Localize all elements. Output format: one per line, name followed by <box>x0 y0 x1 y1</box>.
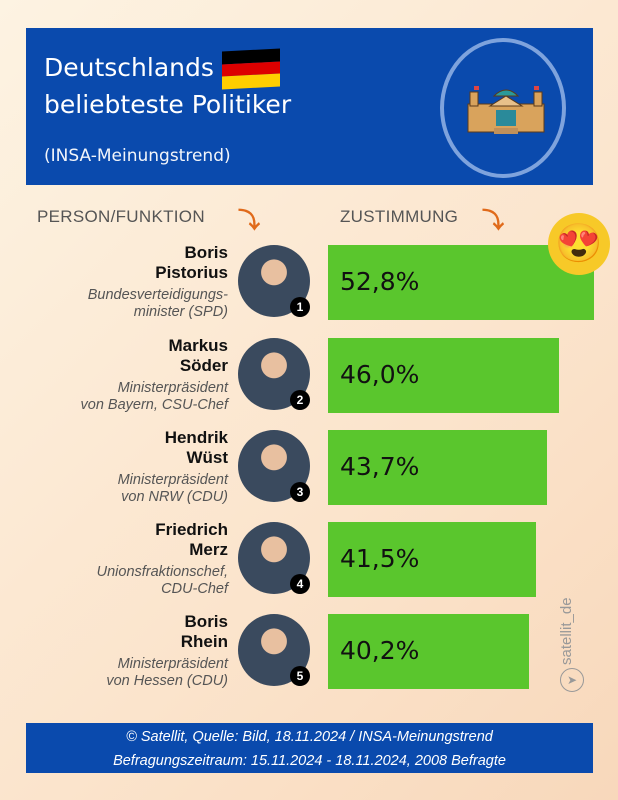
chart-row: Boris Rhein Ministerpräsident von Hessen (… <box>0 612 618 694</box>
bar-value-label: 40,2% <box>340 636 420 665</box>
politician-name: Hendrik Wüst <box>165 428 228 468</box>
politician-name: Boris Pistorius <box>155 243 228 283</box>
approval-bar: 46,0% <box>328 338 559 413</box>
last-name: Pistorius <box>155 263 228 282</box>
politician-name: Markus Söder <box>168 336 228 376</box>
reichstag-building-icon <box>467 86 545 134</box>
subtitle: (INSA-Meinungstrend) <box>44 146 231 166</box>
rank-badge: 5 <box>290 666 310 686</box>
german-flag-icon <box>221 48 280 90</box>
page-title: Deutschlands beliebteste Politiker <box>44 48 292 121</box>
curved-arrow-icon: ⤵ <box>238 208 261 233</box>
politician-name: Boris Rhein <box>181 612 228 652</box>
header-banner: Deutschlands beliebteste Politiker (INSA… <box>26 28 593 185</box>
role-line-2: CDU-Chef <box>161 581 228 597</box>
role-line-1: Ministerpräsident <box>117 656 228 672</box>
chart-row: Markus Söder Ministerpräsident von Bayern,… <box>0 336 618 418</box>
role-line-2: minister (SPD) <box>133 304 228 320</box>
politician-role: Ministerpräsident von Bayern, CSU-Chef <box>81 380 228 414</box>
approval-bar: 41,5% <box>328 522 536 597</box>
role-line-2: von NRW (CDU) <box>121 489 228 505</box>
last-name: Rhein <box>180 632 228 651</box>
rank-badge: 1 <box>290 297 310 317</box>
rank-badge: 2 <box>290 390 310 410</box>
bar-value-label: 41,5% <box>340 544 420 573</box>
rank-badge: 3 <box>290 482 310 502</box>
first-name: Boris <box>184 243 228 262</box>
role-line-1: Ministerpräsident <box>117 380 228 396</box>
approval-bar: 43,7% <box>328 430 547 505</box>
chart-row: Boris Pistorius Bundesverteidigungs-minis… <box>0 243 618 325</box>
politician-role: Bundesverteidigungs-minister (SPD) <box>88 287 228 321</box>
title-line-1: Deutschlands <box>44 53 214 82</box>
last-name: Merz <box>189 540 228 559</box>
approval-bar: 52,8% <box>328 245 594 320</box>
title-line-2: beliebteste Politiker <box>44 90 292 119</box>
footer-survey-period: Befragungszeitraum: 15.11.2024 - 18.11.2… <box>113 753 506 769</box>
first-name: Markus <box>168 336 228 355</box>
politician-role: Ministerpräsident von NRW (CDU) <box>118 472 228 506</box>
role-line-2: von Bayern, CSU-Chef <box>80 397 228 413</box>
person-column-header: PERSON/FUNKTION <box>37 207 205 226</box>
first-name: Boris <box>184 612 228 631</box>
last-name: Söder <box>179 356 228 375</box>
bar-value-label: 43,7% <box>340 452 420 481</box>
politician-role: Unionsfraktionschef, CDU-Chef <box>97 564 228 598</box>
watermark: satellit_de ➤ <box>558 585 588 695</box>
politician-name: Friedrich Merz <box>155 520 228 560</box>
rank-badge: 4 <box>290 574 310 594</box>
telegram-icon: ➤ <box>560 668 584 692</box>
footer-source: © Satellit, Quelle: Bild, 18.11.2024 / I… <box>126 729 493 745</box>
politician-role: Ministerpräsident von Hessen (CDU) <box>106 656 228 690</box>
first-name: Hendrik <box>164 428 228 447</box>
role-line-2: von Hessen (CDU) <box>106 673 228 689</box>
role-line-1: Ministerpräsident <box>117 472 228 488</box>
approval-column-header: ZUSTIMMUNG <box>340 207 459 226</box>
first-name: Friedrich <box>155 520 228 539</box>
reichstag-circle <box>440 38 566 178</box>
chart-row: Friedrich Merz Unionsfraktionschef, CDU-Ch… <box>0 520 618 602</box>
role-line-1: Bundesverteidigungs- <box>87 287 228 303</box>
role-line-1: Unionsfraktionschef, <box>96 564 228 580</box>
last-name: Wüst <box>186 448 228 467</box>
bar-value-label: 46,0% <box>340 360 420 389</box>
bar-value-label: 52,8% <box>340 267 420 296</box>
watermark-text: satellit_de <box>558 597 575 665</box>
approval-bar: 40,2% <box>328 614 529 689</box>
footer: © Satellit, Quelle: Bild, 18.11.2024 / I… <box>26 723 593 773</box>
chart-row: Hendrik Wüst Ministerpräsident von NRW (CD… <box>0 428 618 510</box>
heart-eyes-emoji-icon: 😍 <box>548 213 610 275</box>
curved-arrow-icon: ⤵ <box>482 208 505 233</box>
